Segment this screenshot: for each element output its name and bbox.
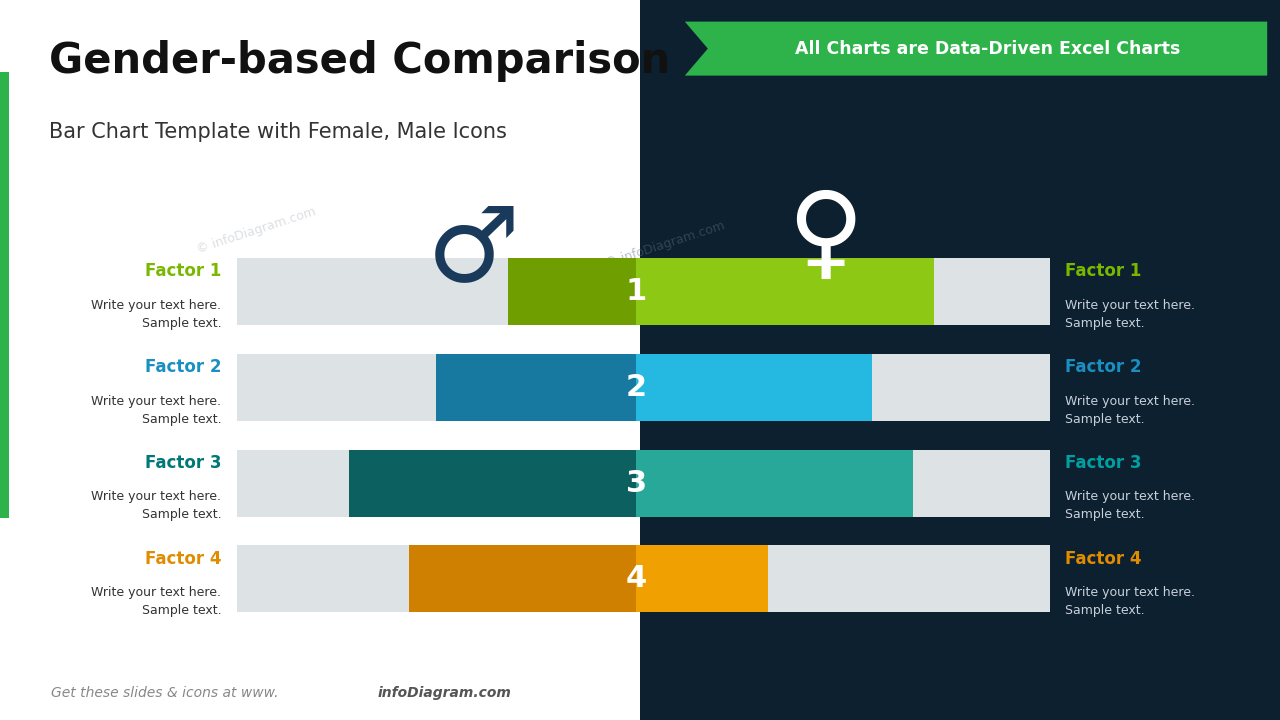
Text: Factor 4: Factor 4 — [1065, 550, 1142, 567]
Text: Write your text here.
Sample text.: Write your text here. Sample text. — [1065, 490, 1196, 521]
Polygon shape — [685, 22, 1267, 76]
Text: Gender-based Comparison: Gender-based Comparison — [49, 40, 669, 81]
Text: Factor 1: Factor 1 — [1065, 262, 1142, 280]
Bar — [768, 546, 1050, 612]
Text: 2: 2 — [626, 373, 646, 402]
Text: infoDiagram.com: infoDiagram.com — [378, 686, 512, 700]
Text: Write your text here.
Sample text.: Write your text here. Sample text. — [91, 299, 221, 330]
Text: © infoDiagram.com: © infoDiagram.com — [195, 205, 317, 256]
Bar — [408, 546, 636, 612]
Text: Write your text here.
Sample text.: Write your text here. Sample text. — [91, 395, 221, 426]
Text: Write your text here.
Sample text.: Write your text here. Sample text. — [1065, 586, 1196, 617]
Text: Factor 2: Factor 2 — [145, 358, 221, 376]
Bar — [0, 72, 9, 518]
Bar — [872, 354, 1050, 420]
Text: Factor 3: Factor 3 — [145, 454, 221, 472]
Bar — [348, 449, 636, 517]
Bar — [913, 449, 1050, 517]
Bar — [636, 546, 768, 612]
Text: Write your text here.
Sample text.: Write your text here. Sample text. — [91, 586, 221, 617]
Text: 3: 3 — [626, 469, 646, 498]
Text: © infoDiagram.com: © infoDiagram.com — [604, 220, 727, 270]
Bar — [237, 546, 408, 612]
Text: Bar Chart Template with Female, Male Icons: Bar Chart Template with Female, Male Ico… — [49, 122, 507, 143]
Bar — [636, 449, 913, 517]
Text: Factor 4: Factor 4 — [145, 550, 221, 567]
Text: Factor 1: Factor 1 — [145, 262, 221, 280]
Bar — [436, 354, 636, 420]
Bar — [0, 0, 640, 720]
Text: All Charts are Data-Driven Excel Charts: All Charts are Data-Driven Excel Charts — [795, 40, 1180, 58]
Text: Write your text here.
Sample text.: Write your text here. Sample text. — [1065, 395, 1196, 426]
Bar — [934, 258, 1050, 325]
Bar — [636, 354, 872, 420]
Text: ♀: ♀ — [787, 187, 864, 288]
Text: Factor 3: Factor 3 — [1065, 454, 1142, 472]
Text: Get these slides & icons at www.: Get these slides & icons at www. — [51, 686, 279, 700]
Bar — [508, 258, 636, 325]
Bar — [237, 354, 436, 420]
Text: Factor 2: Factor 2 — [1065, 358, 1142, 376]
Bar — [640, 0, 1280, 720]
Text: 4: 4 — [626, 564, 646, 593]
Bar — [237, 258, 508, 325]
Bar — [237, 449, 348, 517]
Text: 1: 1 — [626, 277, 646, 306]
Bar — [636, 258, 934, 325]
Text: Write your text here.
Sample text.: Write your text here. Sample text. — [91, 490, 221, 521]
Text: Write your text here.
Sample text.: Write your text here. Sample text. — [1065, 299, 1196, 330]
Text: ♂: ♂ — [428, 202, 520, 302]
